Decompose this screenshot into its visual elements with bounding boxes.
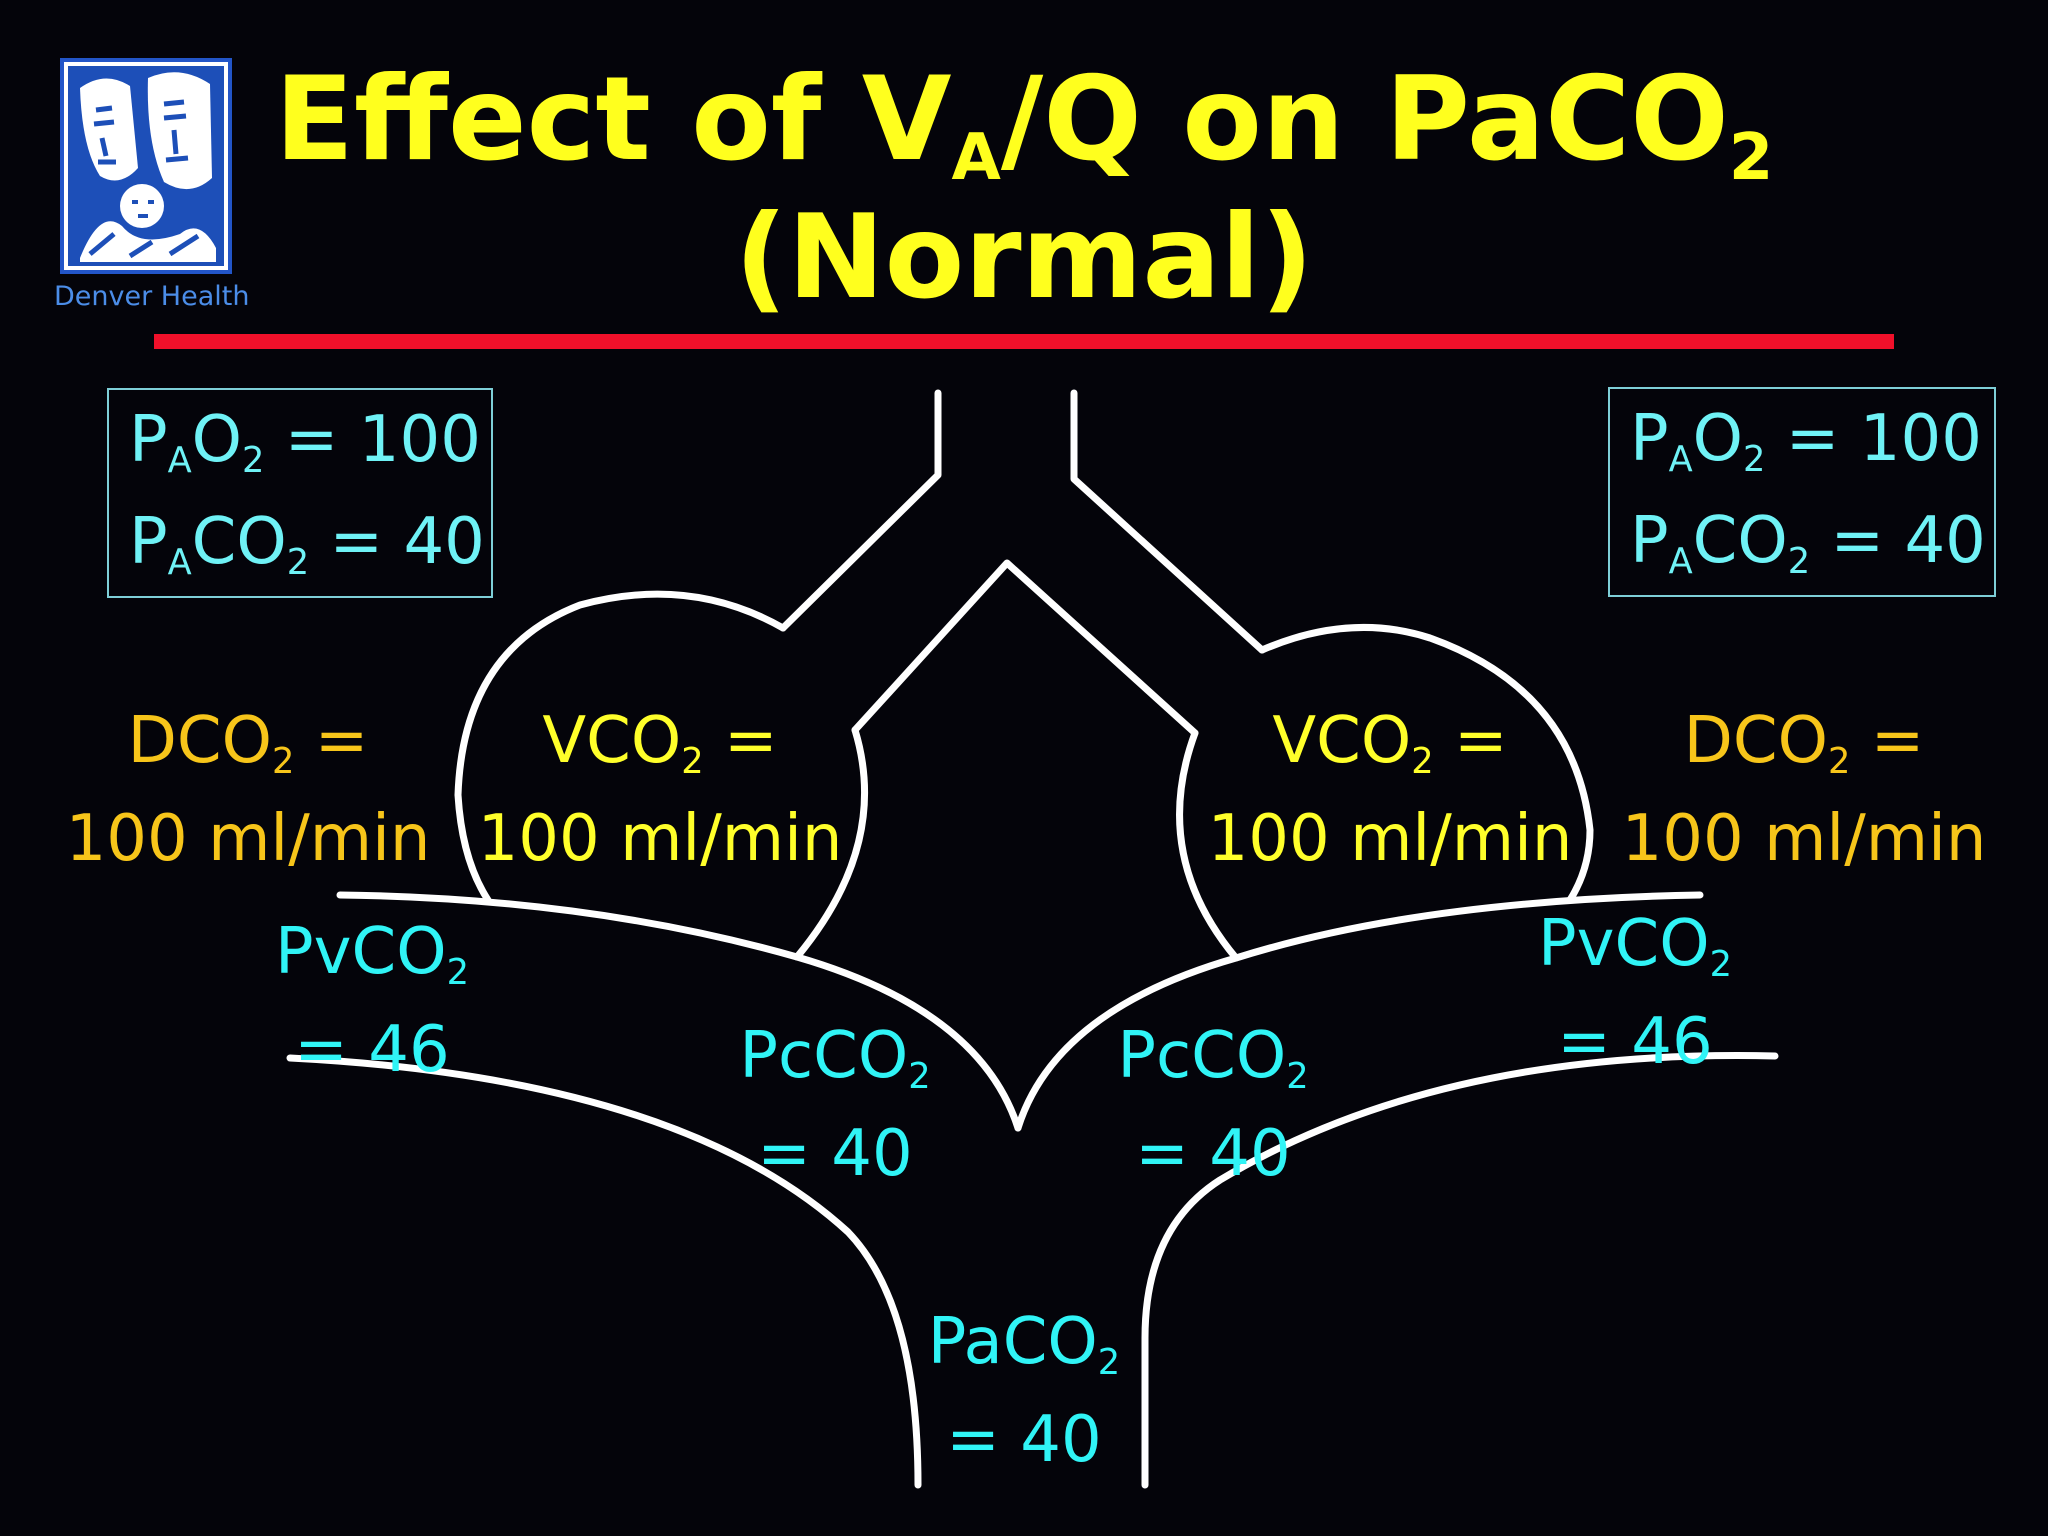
right-paco2-alveolar: PACO2 = 40 <box>1630 504 1986 583</box>
left-alveolar-gas-box: PAO2 = 100 PACO2 = 40 <box>107 388 493 598</box>
title-line2: (Normal) <box>734 190 1314 325</box>
denver-health-logo-icon <box>60 58 232 274</box>
page-title: Effect of VA/Q on PaCO2 <box>0 50 2048 208</box>
right-pao2: PAO2 = 100 <box>1630 402 1982 481</box>
left-paco2-alveolar: PACO2 = 40 <box>129 505 485 584</box>
logo-label: Denver Health <box>54 281 250 312</box>
denver-health-logo <box>60 58 232 274</box>
left-pvco2-label: PvCO2 = 46 <box>275 915 469 1087</box>
right-capillary-lower <box>1141 1052 1779 1489</box>
paco2-label: PaCO2 = 40 <box>927 1305 1121 1477</box>
page-subtitle: (Normal) <box>0 188 2048 328</box>
left-pao2: PAO2 = 100 <box>129 403 481 482</box>
title-line1-mid: /Q on PaCO <box>1000 52 1729 187</box>
title-line1-pre: Effect of V <box>274 52 952 187</box>
left-alveolus-inner <box>793 726 868 961</box>
right-pvco2-label: PvCO2 = 46 <box>1538 907 1732 1079</box>
left-capillary-upper <box>336 891 1022 1132</box>
left-capillary-lower <box>286 1054 922 1489</box>
right-alveolus <box>1258 623 1594 904</box>
title-sub-a: A <box>951 121 1001 196</box>
title-divider <box>154 334 1894 349</box>
left-pcco2-label: PcCO2 = 40 <box>739 1019 931 1191</box>
title-sub-2: 2 <box>1728 121 1774 196</box>
left-vco2-label: VCO2 = 100 ml/min <box>477 704 843 876</box>
right-dco2-label: DCO2 = 100 ml/min <box>1621 704 1987 876</box>
right-vco2-label: VCO2 = 100 ml/min <box>1207 704 1573 876</box>
left-dco2-label: DCO2 = 100 ml/min <box>65 704 431 876</box>
right-capillary-upper <box>1014 891 1704 1132</box>
airway-carina <box>851 559 1199 737</box>
right-pcco2-label: PcCO2 = 40 <box>1117 1019 1309 1191</box>
right-alveolus-inner <box>1176 729 1240 962</box>
left-alveolus <box>454 590 787 904</box>
airway-right-wall <box>1070 389 1266 654</box>
airway-left-wall <box>779 389 942 632</box>
right-alveolar-gas-box: PAO2 = 100 PACO2 = 40 <box>1608 387 1996 597</box>
